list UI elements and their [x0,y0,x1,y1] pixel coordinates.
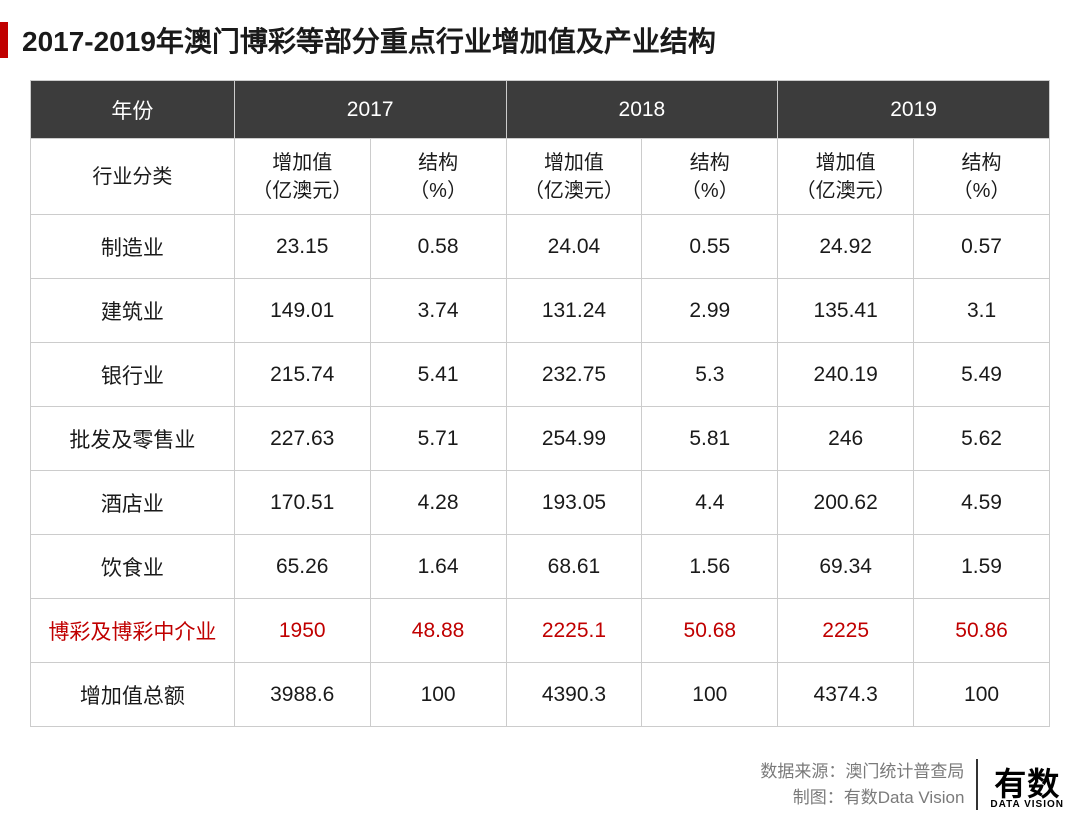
row-value: 100 [642,663,778,727]
row-value: 4.59 [914,471,1050,535]
row-value: 48.88 [370,599,506,663]
row-value: 4374.3 [778,663,914,727]
row-value: 5.62 [914,407,1050,471]
row-value: 100 [370,663,506,727]
table-body: 制造业23.150.5824.040.5524.920.57建筑业149.013… [31,215,1050,727]
header-year-2017: 2017 [234,81,506,139]
row-value: 5.3 [642,343,778,407]
row-value: 50.68 [642,599,778,663]
header-year-label: 年份 [31,81,235,139]
row-label: 批发及零售业 [31,407,235,471]
accent-bar [0,22,8,58]
footer: 数据来源：澳门统计普查局 制图：有数Data Vision 有数 DATA VI… [760,759,1064,810]
row-value: 131.24 [506,279,642,343]
row-value: 240.19 [778,343,914,407]
row-value: 0.55 [642,215,778,279]
row-value: 2.99 [642,279,778,343]
table-header-row-sub: 行业分类 增加值（亿澳元） 结构（%） 增加值（亿澳元） 结构（%） 增加值（亿… [31,139,1050,215]
row-value: 3988.6 [234,663,370,727]
chart-title: 2017-2019年澳门博彩等部分重点行业增加值及产业结构 [22,20,716,60]
row-value: 69.34 [778,535,914,599]
row-value: 2225.1 [506,599,642,663]
header-value-2017: 增加值（亿澳元） [234,139,370,215]
row-value: 4390.3 [506,663,642,727]
header-value-2018: 增加值（亿澳元） [506,139,642,215]
table-row: 博彩及博彩中介业195048.882225.150.68222550.86 [31,599,1050,663]
row-label: 增加值总额 [31,663,235,727]
table-header-row-years: 年份 2017 2018 2019 [31,81,1050,139]
table-row: 饮食业65.261.6468.611.5669.341.59 [31,535,1050,599]
row-value: 254.99 [506,407,642,471]
table-wrapper: 年份 2017 2018 2019 行业分类 增加值（亿澳元） 结构（%） 增加… [0,80,1050,727]
row-value: 149.01 [234,279,370,343]
table-row: 银行业215.745.41232.755.3240.195.49 [31,343,1050,407]
row-label: 饮食业 [31,535,235,599]
row-value: 24.92 [778,215,914,279]
header-value-2019: 增加值（亿澳元） [778,139,914,215]
header-pct-2017: 结构（%） [370,139,506,215]
row-label: 银行业 [31,343,235,407]
table-row: 增加值总额3988.61004390.31004374.3100 [31,663,1050,727]
row-value: 5.49 [914,343,1050,407]
row-value: 50.86 [914,599,1050,663]
row-value: 0.58 [370,215,506,279]
row-value: 246 [778,407,914,471]
row-value: 200.62 [778,471,914,535]
row-label: 制造业 [31,215,235,279]
row-value: 232.75 [506,343,642,407]
row-value: 1950 [234,599,370,663]
table-row: 酒店业170.514.28193.054.4200.624.59 [31,471,1050,535]
row-value: 227.63 [234,407,370,471]
header-year-2018: 2018 [506,81,778,139]
row-value: 68.61 [506,535,642,599]
row-value: 1.64 [370,535,506,599]
row-value: 3.1 [914,279,1050,343]
row-value: 24.04 [506,215,642,279]
row-value: 23.15 [234,215,370,279]
row-value: 215.74 [234,343,370,407]
row-value: 1.56 [642,535,778,599]
row-value: 1.59 [914,535,1050,599]
table-row: 建筑业149.013.74131.242.99135.413.1 [31,279,1050,343]
row-value: 2225 [778,599,914,663]
row-value: 5.81 [642,407,778,471]
row-value: 4.28 [370,471,506,535]
row-value: 4.4 [642,471,778,535]
footer-credits: 数据来源：澳门统计普查局 制图：有数Data Vision [760,759,978,810]
header-pct-2019: 结构（%） [914,139,1050,215]
row-value: 135.41 [778,279,914,343]
brand-logo: 有数 DATA VISION [990,768,1064,810]
row-value: 5.71 [370,407,506,471]
logo-main-text: 有数 [994,768,1060,800]
data-table: 年份 2017 2018 2019 行业分类 增加值（亿澳元） 结构（%） 增加… [30,80,1050,727]
footer-source: 数据来源：澳门统计普查局 [760,759,964,785]
chart-container: 2017-2019年澳门博彩等部分重点行业增加值及产业结构 年份 2017 20… [0,0,1080,727]
header-year-2019: 2019 [778,81,1050,139]
title-bar: 2017-2019年澳门博彩等部分重点行业增加值及产业结构 [0,20,1050,60]
row-value: 3.74 [370,279,506,343]
row-label: 建筑业 [31,279,235,343]
row-label: 酒店业 [31,471,235,535]
row-label: 博彩及博彩中介业 [31,599,235,663]
row-value: 0.57 [914,215,1050,279]
table-row: 批发及零售业227.635.71254.995.812465.62 [31,407,1050,471]
header-pct-2018: 结构（%） [642,139,778,215]
row-value: 5.41 [370,343,506,407]
footer-credit: 制图：有数Data Vision [760,785,964,811]
row-value: 170.51 [234,471,370,535]
row-value: 193.05 [506,471,642,535]
row-value: 65.26 [234,535,370,599]
logo-sub-text: DATA VISION [990,800,1064,810]
table-row: 制造业23.150.5824.040.5524.920.57 [31,215,1050,279]
row-value: 100 [914,663,1050,727]
header-industry-label: 行业分类 [31,139,235,215]
